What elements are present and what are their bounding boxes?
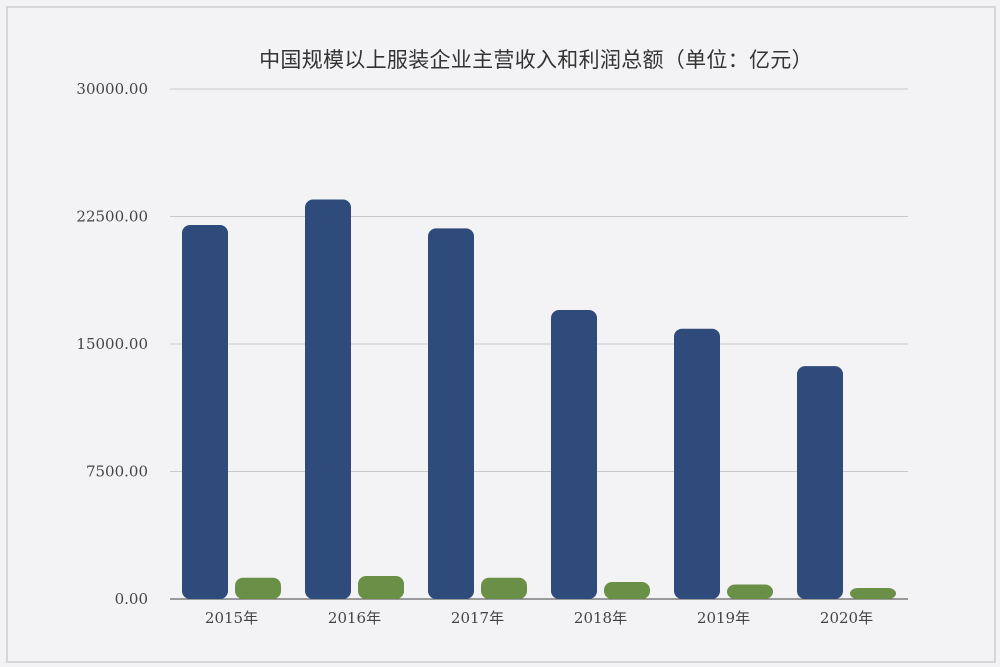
y-tick-label: 30000.00 — [76, 80, 148, 98]
x-tick-label: 2016年 — [328, 609, 381, 627]
bar-profit — [235, 577, 281, 599]
chart-title: 中国规模以上服装企业主营收入和利润总额（单位：亿元） — [259, 48, 813, 72]
x-tick-label: 2015年 — [205, 609, 258, 627]
bar-revenue — [797, 366, 843, 599]
bar-profit — [481, 577, 527, 599]
y-tick-label: 0.00 — [115, 590, 148, 608]
y-tick-label: 7500.00 — [86, 463, 148, 481]
x-tick-label: 2018年 — [574, 609, 627, 627]
x-tick-label: 2020年 — [820, 609, 873, 627]
bars-layer — [182, 199, 896, 599]
bar-revenue — [428, 228, 474, 599]
y-tick-label: 22500.00 — [76, 208, 148, 226]
bar-profit — [850, 587, 896, 599]
y-tick-label: 15000.00 — [76, 335, 148, 353]
grid-layer — [170, 88, 908, 600]
x-tick-label: 2017年 — [451, 609, 504, 627]
bar-revenue — [551, 310, 597, 599]
bar-profit — [727, 584, 773, 599]
bar-revenue — [305, 199, 351, 599]
bar-profit — [604, 582, 650, 599]
bar-revenue — [182, 225, 228, 599]
x-tick-label: 2019年 — [697, 609, 750, 627]
ticks-layer: 0.00 7500.00 15000.00 22500.00 30000.00 2015年… — [76, 80, 873, 627]
bar-profit — [358, 576, 404, 599]
bar-revenue — [674, 328, 720, 599]
